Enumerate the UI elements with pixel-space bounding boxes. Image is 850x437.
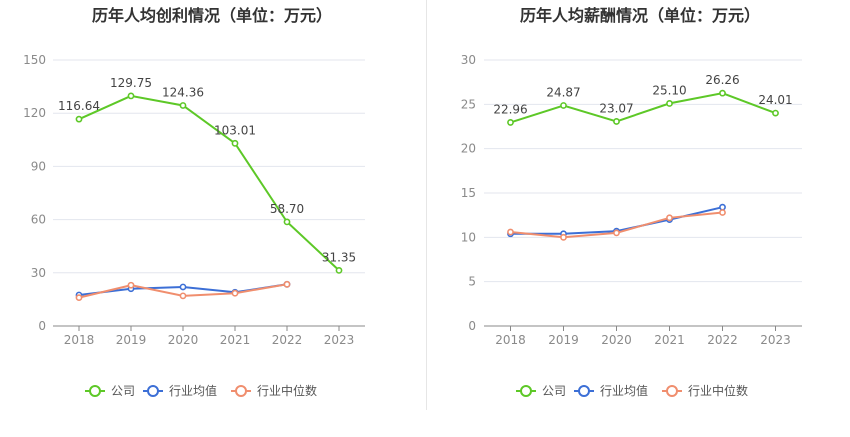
data-point-company	[335, 267, 343, 274]
x-tick-label: 2020	[601, 333, 632, 347]
y-tick-label: 25	[461, 97, 476, 111]
x-tick-label: 2019	[116, 333, 147, 347]
data-point-industry_median	[127, 281, 135, 289]
y-tick-label: 15	[461, 186, 476, 200]
legend-marker	[578, 385, 590, 397]
y-tick-label: 120	[23, 106, 46, 120]
data-label: 116.64	[58, 99, 100, 113]
data-point-industry_median	[75, 294, 83, 302]
data-point-company	[231, 139, 239, 147]
data-point-industry_median	[179, 292, 187, 300]
series-line-company	[78, 94, 340, 272]
data-label: 26.26	[705, 73, 739, 87]
y-tick-label: 30	[461, 53, 476, 67]
data-label: 24.87	[546, 85, 580, 99]
legend-marker	[520, 385, 532, 397]
data-point-company	[179, 102, 187, 109]
legend-label: 公司	[542, 384, 566, 398]
legend-marker	[147, 385, 159, 397]
data-point-company	[127, 92, 135, 100]
data-point-company	[75, 115, 83, 123]
data-point-industry_median	[666, 214, 673, 222]
y-tick-label: 30	[31, 266, 46, 280]
data-point-industry_avg	[179, 283, 187, 291]
legend-label: 行业中位数	[688, 383, 748, 398]
legend-label: 行业均值	[169, 383, 217, 398]
x-tick-label: 2021	[220, 333, 251, 347]
chart-title: 历年人均创利情况（单位：万元）	[92, 6, 332, 25]
data-label: 22.96	[493, 102, 527, 116]
y-tick-label: 5	[468, 275, 476, 289]
legend-item-industry_avg[interactable]: 行业均值	[574, 383, 648, 398]
x-tick-label: 2022	[272, 333, 303, 347]
legend-item-industry_avg[interactable]: 行业均值	[143, 383, 217, 398]
data-label: 103.01	[214, 123, 256, 137]
data-point-industry_median	[719, 209, 726, 216]
y-tick-label: 0	[468, 319, 476, 333]
x-tick-label: 2018	[495, 333, 526, 347]
legend-label: 公司	[111, 384, 135, 398]
x-tick-label: 2020	[168, 333, 199, 347]
x-tick-label: 2023	[324, 333, 355, 347]
chart-title: 历年人均薪酬情况（单位：万元）	[520, 6, 760, 25]
data-point-industry_median	[613, 229, 620, 237]
chart-2: 历年人均薪酬情况（单位：万元） 0 5 10 15 20 25 30 2018 2019 2020 2…	[461, 6, 802, 398]
legend-item-industry_median[interactable]: 行业中位数	[231, 383, 317, 398]
data-point-company	[507, 119, 514, 126]
data-point-industry_median	[507, 228, 514, 236]
data-point-company	[283, 218, 291, 226]
data-point-industry_avg	[719, 203, 726, 211]
data-label: 58.70	[270, 202, 304, 216]
data-label: 124.36	[162, 85, 204, 99]
x-tick-label: 2018	[64, 333, 95, 347]
data-label: 129.75	[110, 76, 152, 90]
y-tick-label: 20	[461, 142, 476, 156]
data-point-company	[772, 109, 779, 117]
x-tick-label: 2022	[707, 333, 738, 347]
legend-label: 行业中位数	[257, 383, 317, 398]
y-tick-label: 60	[31, 213, 46, 227]
legend-marker	[666, 385, 678, 397]
panel-divider	[426, 0, 427, 410]
data-point-industry_median	[283, 280, 291, 288]
legend-marker	[89, 385, 101, 397]
data-point-company	[719, 89, 726, 97]
legend-label: 行业均值	[600, 383, 648, 398]
data-point-company	[613, 118, 620, 125]
x-tick-label: 2021	[654, 333, 685, 347]
legend-item-company[interactable]: 公司	[516, 384, 566, 398]
data-label: 24.01	[758, 93, 792, 107]
y-tick-label: 90	[31, 159, 46, 173]
x-tick-label: 2019	[548, 333, 579, 347]
series-line-company	[510, 92, 776, 124]
y-tick-label: 150	[23, 53, 46, 67]
data-label: 31.35	[322, 250, 356, 264]
legend-item-industry_median[interactable]: 行业中位数	[662, 383, 748, 398]
y-tick-label: 10	[461, 230, 476, 244]
data-point-company	[560, 102, 567, 109]
x-tick-label: 2023	[760, 333, 791, 347]
data-point-industry_median	[560, 233, 567, 241]
legend-marker	[235, 385, 247, 397]
data-label: 23.07	[599, 101, 633, 115]
data-point-industry_median	[231, 289, 239, 297]
chart-1: 历年人均创利情况（单位：万元） 0 30 60 90 120 150 2018 2019 2020…	[23, 6, 365, 398]
legend-item-company[interactable]: 公司	[85, 384, 135, 398]
y-tick-label: 0	[38, 319, 46, 333]
data-point-company	[666, 100, 673, 107]
data-label: 25.10	[652, 83, 686, 97]
